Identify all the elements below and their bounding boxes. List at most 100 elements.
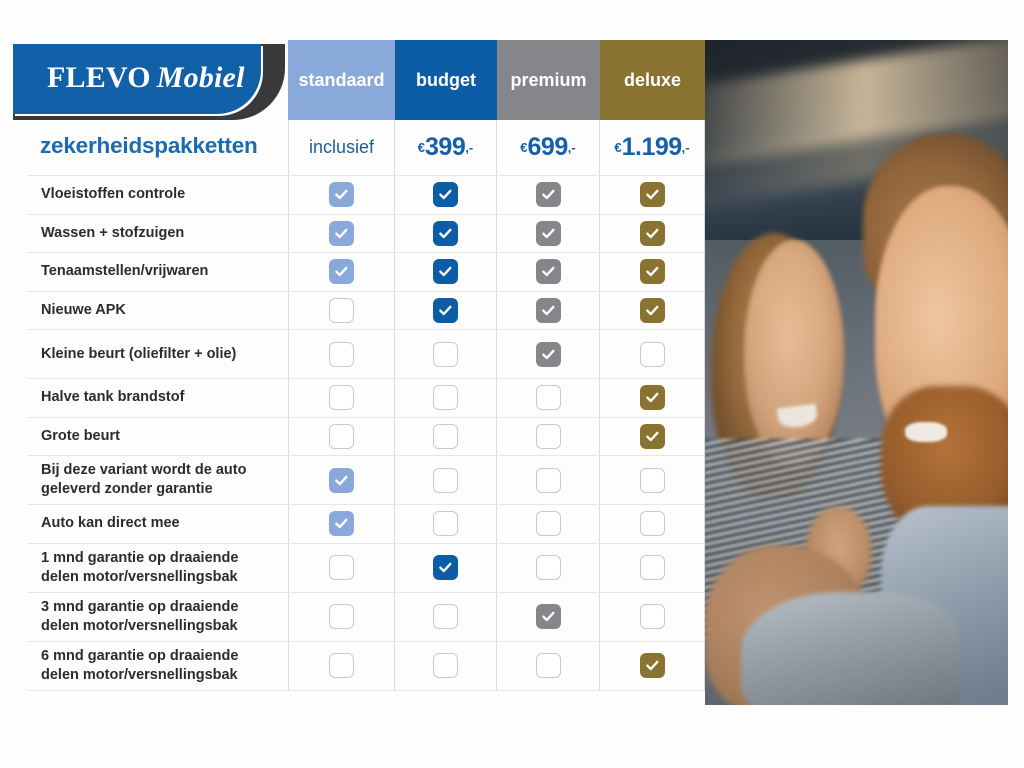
feature-cell-budget[interactable] <box>395 291 497 329</box>
feature-cell-deluxe[interactable] <box>600 417 705 455</box>
checkbox-checked-icon[interactable] <box>639 385 665 411</box>
feature-cell-budget[interactable] <box>395 641 497 690</box>
checkbox-checked-icon[interactable] <box>535 604 561 629</box>
checkbox-checked-icon[interactable] <box>639 297 665 323</box>
checkbox-unchecked-icon[interactable] <box>535 385 561 411</box>
feature-cell-deluxe[interactable] <box>600 592 705 641</box>
checkbox-unchecked-icon[interactable] <box>535 555 561 580</box>
checkbox-unchecked-icon[interactable] <box>433 653 458 678</box>
feature-cell-premium[interactable] <box>497 543 600 592</box>
feature-cell-standaard[interactable] <box>288 291 395 329</box>
column-header-deluxe[interactable]: deluxe <box>600 40 705 120</box>
feature-cell-deluxe[interactable] <box>600 214 705 252</box>
checkbox-checked-icon[interactable] <box>639 653 665 678</box>
checkbox-checked-icon[interactable] <box>535 341 561 367</box>
feature-cell-budget[interactable] <box>395 330 497 378</box>
checkbox-unchecked-icon[interactable] <box>535 511 561 537</box>
checkbox-checked-icon[interactable] <box>535 297 561 323</box>
feature-cell-premium[interactable] <box>497 379 600 417</box>
feature-cell-premium[interactable] <box>497 505 600 543</box>
feature-cell-premium[interactable] <box>497 291 600 329</box>
feature-cell-premium[interactable] <box>497 330 600 378</box>
feature-cell-standaard[interactable] <box>288 505 395 543</box>
checkbox-checked-icon[interactable] <box>433 259 458 285</box>
checkbox-checked-icon[interactable] <box>535 220 561 246</box>
checkbox-unchecked-icon[interactable] <box>433 604 458 629</box>
feature-cell-premium[interactable] <box>497 592 600 641</box>
checkbox-checked-icon[interactable] <box>639 220 665 246</box>
checkbox-checked-icon[interactable] <box>639 423 665 449</box>
checkbox-unchecked-icon[interactable] <box>535 467 561 493</box>
feature-cell-budget[interactable] <box>395 214 497 252</box>
feature-cell-budget[interactable] <box>395 543 497 592</box>
feature-cell-standaard[interactable] <box>288 379 395 417</box>
feature-cell-premium[interactable] <box>497 456 600 504</box>
feature-cell-standaard[interactable] <box>288 456 395 504</box>
checkbox-checked-icon[interactable] <box>639 182 665 208</box>
feature-cell-deluxe[interactable] <box>600 330 705 378</box>
feature-cell-budget[interactable] <box>395 456 497 504</box>
checkbox-checked-icon[interactable] <box>329 220 354 246</box>
checkbox-unchecked-icon[interactable] <box>329 555 354 580</box>
checkbox-unchecked-icon[interactable] <box>433 341 458 367</box>
checkbox-checked-icon[interactable] <box>535 259 561 285</box>
checkbox-unchecked-icon[interactable] <box>329 341 354 367</box>
feature-cell-budget[interactable] <box>395 505 497 543</box>
checkbox-checked-icon[interactable] <box>535 182 561 208</box>
checkbox-unchecked-icon[interactable] <box>433 467 458 493</box>
feature-cell-premium[interactable] <box>497 214 600 252</box>
checkbox-unchecked-icon[interactable] <box>433 423 458 449</box>
feature-cell-standaard[interactable] <box>288 330 395 378</box>
feature-cell-deluxe[interactable] <box>600 176 705 214</box>
checkbox-unchecked-icon[interactable] <box>329 653 354 678</box>
checkbox-unchecked-icon[interactable] <box>329 423 354 449</box>
feature-cell-budget[interactable] <box>395 253 497 291</box>
checkbox-unchecked-icon[interactable] <box>433 511 458 537</box>
checkbox-unchecked-icon[interactable] <box>329 604 354 629</box>
feature-cell-standaard[interactable] <box>288 176 395 214</box>
checkbox-checked-icon[interactable] <box>433 220 458 246</box>
feature-cell-premium[interactable] <box>497 176 600 214</box>
feature-cell-premium[interactable] <box>497 417 600 455</box>
column-header-premium[interactable]: premium <box>497 40 600 120</box>
feature-cell-deluxe[interactable] <box>600 543 705 592</box>
feature-cell-deluxe[interactable] <box>600 291 705 329</box>
feature-cell-deluxe[interactable] <box>600 253 705 291</box>
checkbox-checked-icon[interactable] <box>329 182 354 208</box>
checkbox-unchecked-icon[interactable] <box>433 385 458 411</box>
checkbox-checked-icon[interactable] <box>433 297 458 323</box>
checkbox-unchecked-icon[interactable] <box>535 423 561 449</box>
checkbox-unchecked-icon[interactable] <box>329 385 354 411</box>
feature-cell-standaard[interactable] <box>288 543 395 592</box>
feature-cell-premium[interactable] <box>497 641 600 690</box>
checkbox-checked-icon[interactable] <box>433 182 458 208</box>
checkbox-checked-icon[interactable] <box>329 467 354 493</box>
feature-cell-standaard[interactable] <box>288 417 395 455</box>
checkbox-checked-icon[interactable] <box>433 555 458 580</box>
column-header-standaard[interactable]: standaard <box>288 40 395 120</box>
feature-cell-deluxe[interactable] <box>600 379 705 417</box>
column-header-budget[interactable]: budget <box>395 40 497 120</box>
checkbox-unchecked-icon[interactable] <box>535 653 561 678</box>
feature-cell-deluxe[interactable] <box>600 641 705 690</box>
feature-cell-deluxe[interactable] <box>600 505 705 543</box>
feature-cell-budget[interactable] <box>395 379 497 417</box>
feature-cell-premium[interactable] <box>497 253 600 291</box>
feature-cell-budget[interactable] <box>395 592 497 641</box>
checkbox-unchecked-icon[interactable] <box>639 341 665 367</box>
feature-cell-standaard[interactable] <box>288 641 395 690</box>
checkbox-unchecked-icon[interactable] <box>639 604 665 629</box>
checkbox-unchecked-icon[interactable] <box>329 297 354 323</box>
feature-cell-budget[interactable] <box>395 176 497 214</box>
checkbox-unchecked-icon[interactable] <box>639 511 665 537</box>
checkbox-checked-icon[interactable] <box>329 511 354 537</box>
feature-cell-deluxe[interactable] <box>600 456 705 504</box>
checkbox-checked-icon[interactable] <box>639 259 665 285</box>
checkbox-checked-icon[interactable] <box>329 259 354 285</box>
checkbox-unchecked-icon[interactable] <box>639 467 665 493</box>
feature-cell-standaard[interactable] <box>288 253 395 291</box>
checkbox-unchecked-icon[interactable] <box>639 555 665 580</box>
feature-cell-standaard[interactable] <box>288 214 395 252</box>
feature-cell-standaard[interactable] <box>288 592 395 641</box>
feature-cell-budget[interactable] <box>395 417 497 455</box>
